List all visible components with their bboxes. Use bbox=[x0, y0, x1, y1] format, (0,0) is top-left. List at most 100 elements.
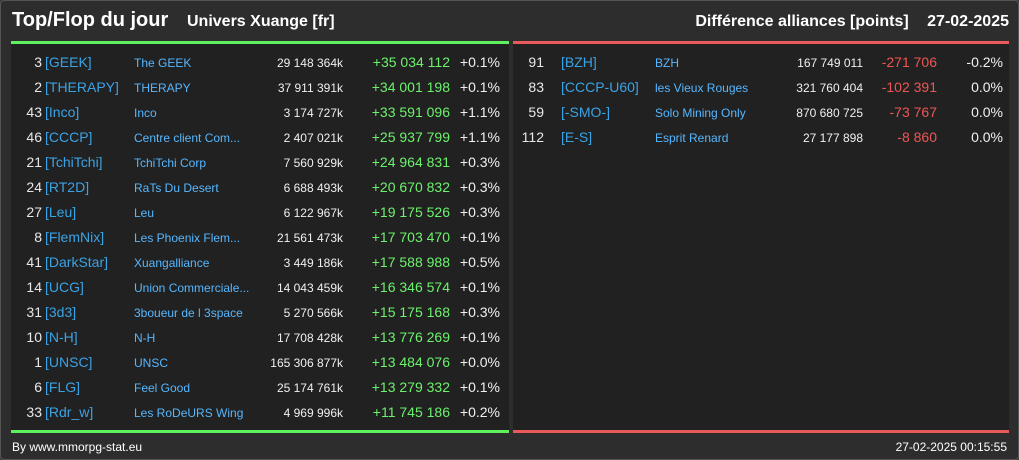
points-cell: 2 407 021k bbox=[283, 131, 343, 145]
alliance-name-link[interactable]: Les Phoenix Flem... bbox=[134, 231, 241, 245]
diff-cell: -73 767 bbox=[889, 104, 937, 120]
alliance-name-link[interactable]: RaTs Du Desert bbox=[134, 181, 219, 195]
alliance-name-link[interactable]: TchiTchi Corp bbox=[134, 156, 207, 170]
alliance-tag-link[interactable]: [-SMO-] bbox=[561, 104, 610, 120]
alliance-tag-link[interactable]: [E-S] bbox=[561, 129, 593, 145]
alliance-name-link[interactable]: Esprit Renard bbox=[655, 131, 729, 145]
points-cell: 870 680 725 bbox=[796, 106, 863, 120]
percent-cell: +0.1% bbox=[459, 229, 500, 245]
alliance-name-link[interactable]: THERAPY bbox=[134, 81, 191, 95]
rank-cell: 24 bbox=[26, 179, 42, 195]
page-title: Top/Flop du jour bbox=[12, 9, 169, 31]
alliance-tag-link[interactable]: [BZH] bbox=[561, 54, 597, 70]
alliance-tag-link[interactable]: [RT2D] bbox=[45, 179, 90, 195]
alliance-tag-link[interactable]: [FLG] bbox=[45, 379, 81, 395]
alliance-tag-link[interactable]: [UCG] bbox=[45, 279, 84, 295]
rank-cell: 2 bbox=[34, 79, 42, 95]
top-row: 3 [GEEK] The GEEK 29 148 364k +35 034 112 +0.… bbox=[11, 50, 509, 75]
panel-divider bbox=[509, 41, 513, 433]
rank-cell: 3 bbox=[34, 54, 42, 70]
rank-cell: 10 bbox=[26, 329, 42, 345]
diff-cell: +34 001 198 bbox=[371, 79, 450, 95]
alliance-tag-link[interactable]: [GEEK] bbox=[45, 54, 92, 70]
top-row: 33 [Rdr_w] Les RoDeURS Wing 4 969 996k +11 7… bbox=[11, 400, 509, 425]
diff-cell: +24 964 831 bbox=[371, 154, 450, 170]
universe-label: Univers Xuange [fr] bbox=[187, 13, 335, 30]
alliance-tag-link[interactable]: [FlemNix] bbox=[45, 229, 105, 245]
diff-cell: +13 484 076 bbox=[371, 354, 450, 370]
alliance-name-link[interactable]: Xuangalliance bbox=[134, 256, 210, 270]
alliance-tag-link[interactable]: [THERAPY] bbox=[45, 79, 119, 95]
alliance-tag-link[interactable]: [TchiTchi] bbox=[45, 154, 103, 170]
top-row: 31 [3d3] 3boueur de l 3space 5 270 566k +15 … bbox=[11, 300, 509, 325]
alliance-name-link[interactable]: Feel Good bbox=[134, 381, 191, 395]
diff-cell: +15 175 168 bbox=[371, 304, 450, 320]
diff-cell: +11 745 186 bbox=[372, 404, 450, 420]
points-cell: 4 969 996k bbox=[283, 406, 343, 420]
rank-cell: 112 bbox=[521, 129, 544, 145]
footer-timestamp: 27-02-2025 00:15:55 bbox=[895, 440, 1007, 454]
rank-cell: 8 bbox=[34, 229, 42, 245]
diff-cell: +13 776 269 bbox=[371, 329, 450, 345]
rank-cell: 43 bbox=[26, 104, 42, 120]
points-cell: 27 177 898 bbox=[802, 131, 863, 145]
alliance-name-link[interactable]: 3boueur de l 3space bbox=[134, 306, 243, 320]
alliance-tag-link[interactable]: [Rdr_w] bbox=[45, 404, 94, 420]
percent-cell: +0.3% bbox=[459, 154, 500, 170]
percent-cell: 0.0% bbox=[971, 79, 1003, 95]
diff-cell: +16 346 574 bbox=[371, 279, 450, 295]
alliance-name-link[interactable]: UNSC bbox=[134, 356, 169, 370]
points-cell: 25 174 761k bbox=[276, 381, 343, 395]
alliance-name-link[interactable]: Les RoDeURS Wing bbox=[134, 406, 244, 420]
flop-panel: 91 [BZH] BZH 167 749 011 -271 706 -0.2% 83 [CCC… bbox=[513, 41, 1009, 433]
alliance-name-link[interactable]: Leu bbox=[134, 206, 155, 220]
percent-cell: +0.1% bbox=[459, 329, 500, 345]
metric-label: Différence alliances [points] bbox=[695, 13, 909, 30]
percent-cell: +0.3% bbox=[459, 304, 500, 320]
footer-source: By www.mmorpg-stat.eu bbox=[12, 440, 143, 454]
top-row: 21 [TchiTchi] TchiTchi Corp 7 560 929k +24 9… bbox=[11, 150, 509, 175]
alliance-tag-link[interactable]: [DarkStar] bbox=[45, 254, 109, 270]
metric-header: Différence alliances [points] 27-02-2025 bbox=[695, 13, 1009, 31]
rank-cell: 14 bbox=[26, 279, 42, 295]
points-cell: 21 561 473k bbox=[276, 231, 343, 245]
rank-cell: 46 bbox=[26, 129, 42, 145]
header-date: 27-02-2025 bbox=[927, 13, 1009, 30]
diff-cell: +17 703 470 bbox=[371, 229, 450, 245]
alliance-tag-link[interactable]: [CCCP-U60] bbox=[561, 79, 639, 95]
diff-cell: +35 034 112 bbox=[372, 54, 450, 70]
diff-cell: +25 937 799 bbox=[371, 129, 450, 145]
percent-cell: +1.1% bbox=[459, 129, 500, 145]
alliance-name-link[interactable]: les Vieux Rouges bbox=[655, 81, 749, 95]
rank-cell: 59 bbox=[528, 104, 544, 120]
alliance-name-link[interactable]: The GEEK bbox=[134, 56, 192, 70]
top-panel: 3 [GEEK] The GEEK 29 148 364k +35 034 112 +0.… bbox=[11, 41, 509, 433]
top-row: 1 [UNSC] UNSC 165 306 877k +13 484 076 +0.0% bbox=[11, 350, 509, 375]
alliance-tag-link[interactable]: [Leu] bbox=[45, 204, 77, 220]
diff-cell: -8 860 bbox=[897, 129, 937, 145]
alliance-name-link[interactable]: Union Commerciale... bbox=[134, 281, 250, 295]
alliance-name-link[interactable]: N-H bbox=[134, 331, 156, 345]
alliance-name-link[interactable]: Centre client Com... bbox=[134, 131, 241, 145]
alliance-name-link[interactable]: BZH bbox=[655, 56, 679, 70]
top-row: 46 [CCCP] Centre client Com... 2 407 021k +2… bbox=[11, 125, 509, 150]
diff-cell: +17 588 988 bbox=[371, 254, 450, 270]
percent-cell: +0.1% bbox=[459, 79, 500, 95]
percent-cell: +0.5% bbox=[459, 254, 500, 270]
alliance-name-link[interactable]: Solo Mining Only bbox=[655, 106, 746, 120]
alliance-tag-link[interactable]: [3d3] bbox=[45, 304, 77, 320]
alliance-tag-link[interactable]: [CCCP] bbox=[45, 129, 93, 145]
top-row: 14 [UCG] Union Commerciale... 14 043 459k +1… bbox=[11, 275, 509, 300]
points-cell: 6 122 967k bbox=[283, 206, 343, 220]
alliance-tag-link[interactable]: [UNSC] bbox=[45, 354, 93, 370]
flop-row: 59 [-SMO-] Solo Mining Only 870 680 725 -73 … bbox=[513, 100, 1009, 125]
alliance-tag-link[interactable]: [N-H] bbox=[45, 329, 78, 345]
points-cell: 5 270 566k bbox=[283, 306, 343, 320]
alliance-name-link[interactable]: Inco bbox=[134, 106, 157, 120]
percent-cell: +0.3% bbox=[459, 179, 500, 195]
top-row: 24 [RT2D] RaTs Du Desert 6 688 493k +20 670 … bbox=[11, 175, 509, 200]
alliance-tag-link[interactable]: [Inco] bbox=[45, 104, 80, 120]
percent-cell: +0.3% bbox=[459, 204, 500, 220]
diff-cell: -271 706 bbox=[881, 54, 937, 70]
